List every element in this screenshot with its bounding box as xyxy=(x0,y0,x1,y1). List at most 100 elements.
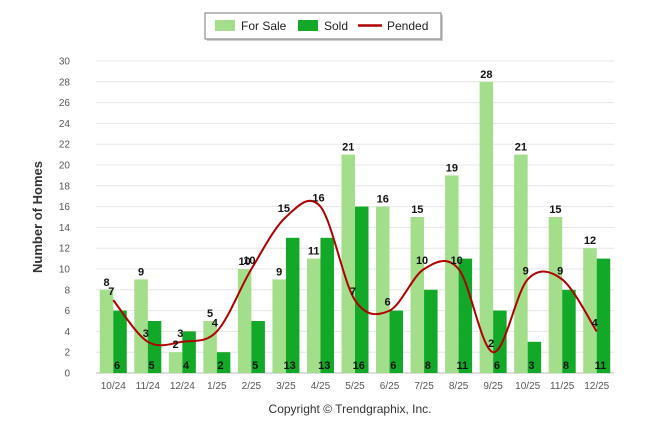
label-for-sale-12-24: 2 xyxy=(173,339,179,351)
label-sold-3-25: 13 xyxy=(284,360,296,372)
bar-sold-3-25 xyxy=(285,237,300,373)
x-tick-11-25: 11/25 xyxy=(550,381,575,392)
bars-group xyxy=(99,81,611,374)
legend-label-for-sale: For Sale xyxy=(241,19,287,33)
label-pended-8-25: 10 xyxy=(450,255,462,267)
label-pended-5-25: 7 xyxy=(350,286,356,298)
label-sold-11-25: 8 xyxy=(563,360,569,372)
legend-swatch-for-sale xyxy=(215,20,235,31)
label-sold-9-25: 6 xyxy=(494,360,500,372)
x-tick-3-25: 3/25 xyxy=(276,381,296,392)
y-tick-16: 16 xyxy=(59,202,71,213)
x-tick-10-24: 10/24 xyxy=(101,381,126,392)
y-tick-6: 6 xyxy=(64,306,70,317)
x-tick-4-25: 4/25 xyxy=(311,381,331,392)
bar-for-sale-11-25 xyxy=(548,217,563,373)
x-tick-12-24: 12/24 xyxy=(170,381,195,392)
label-for-sale-11-25: 15 xyxy=(549,204,561,216)
label-pended-4-25: 16 xyxy=(312,193,324,205)
bar-for-sale-11-24 xyxy=(134,279,148,373)
y-tick-20: 20 xyxy=(59,161,71,172)
y-tick-8: 8 xyxy=(64,285,70,296)
x-tick-8-25: 8/25 xyxy=(449,381,469,392)
y-tick-2: 2 xyxy=(64,348,70,359)
label-for-sale-3-25: 9 xyxy=(276,266,282,278)
bar-for-sale-2-25 xyxy=(237,269,252,373)
label-for-sale-6-25: 16 xyxy=(377,194,389,206)
bar-for-sale-10-24 xyxy=(99,289,114,373)
bar-for-sale-6-25 xyxy=(376,206,390,373)
bar-sold-7-25 xyxy=(424,289,438,373)
label-sold-10-25: 3 xyxy=(528,360,534,372)
label-pended-3-25: 15 xyxy=(278,203,290,215)
label-for-sale-10-24: 8 xyxy=(103,277,109,289)
label-for-sale-9-25: 28 xyxy=(480,69,492,81)
y-tick-0: 0 xyxy=(64,369,70,380)
bar-for-sale-10-25 xyxy=(514,154,528,373)
bar-sold-11-24 xyxy=(147,321,162,373)
x-tick-5-25: 5/25 xyxy=(345,381,365,392)
label-pended-6-25: 6 xyxy=(384,297,390,309)
x-tick-7-25: 7/25 xyxy=(414,381,434,392)
x-tick-9-25: 9/25 xyxy=(483,381,503,392)
copyright-credit: Copyright © Trendgraphix, Inc. xyxy=(269,402,432,416)
bar-for-sale-9-25 xyxy=(479,81,494,374)
label-pended-11-24: 3 xyxy=(143,328,149,340)
label-for-sale-2-25: 10 xyxy=(239,256,251,268)
legend-box xyxy=(204,12,442,40)
y-tick-4: 4 xyxy=(64,327,70,338)
label-sold-8-25: 11 xyxy=(457,360,469,372)
label-pended-10-25: 9 xyxy=(523,265,529,277)
bar-sold-12-25 xyxy=(596,258,611,373)
label-sold-12-25: 11 xyxy=(595,360,607,372)
label-sold-4-25: 13 xyxy=(318,360,330,372)
x-tick-1-25: 1/25 xyxy=(207,381,227,392)
y-tick-28: 28 xyxy=(59,77,71,88)
label-sold-11-24: 5 xyxy=(148,360,154,372)
line-group xyxy=(112,199,598,354)
bar-sold-4-25 xyxy=(320,237,334,373)
legend-swatch-sold xyxy=(298,20,318,31)
label-sold-5-25: 16 xyxy=(353,360,365,372)
bar-sold-10-24 xyxy=(113,310,127,373)
x-tick-12-25: 12/25 xyxy=(584,381,609,392)
bar-for-sale-8-25 xyxy=(445,175,459,373)
y-tick-22: 22 xyxy=(59,140,71,151)
label-sold-10-24: 6 xyxy=(114,360,120,372)
label-pended-1-25: 4 xyxy=(212,317,219,329)
bar-for-sale-12-25 xyxy=(583,248,597,373)
legend-label-pended: Pended xyxy=(387,19,428,33)
label-sold-6-25: 6 xyxy=(390,360,396,372)
label-for-sale-8-25: 19 xyxy=(446,162,458,174)
label-for-sale-4-25: 11 xyxy=(308,246,320,258)
label-sold-1-25: 2 xyxy=(218,360,224,372)
label-pended-11-25: 9 xyxy=(557,265,563,277)
y-tick-14: 14 xyxy=(59,223,71,234)
bar-sold-9-25 xyxy=(493,310,507,373)
legend-label-sold: Sold xyxy=(324,19,348,33)
label-sold-2-25: 5 xyxy=(252,360,258,372)
y-tick-30: 30 xyxy=(59,57,71,68)
y-tick-18: 18 xyxy=(59,181,71,192)
bar-sold-5-25 xyxy=(355,206,369,373)
bar-sold-1-25 xyxy=(216,352,231,373)
label-sold-12-24: 4 xyxy=(183,360,190,372)
bar-sold-11-25 xyxy=(562,289,576,373)
y-tick-10: 10 xyxy=(59,265,71,276)
label-for-sale-11-24: 9 xyxy=(138,266,144,278)
label-pended-2-25: 10 xyxy=(243,255,255,267)
x-tick-2-25: 2/25 xyxy=(242,381,262,392)
bar-sold-6-25 xyxy=(389,310,404,373)
label-sold-7-25: 8 xyxy=(425,360,431,372)
label-pended-10-24: 7 xyxy=(108,286,114,298)
bar-sold-8-25 xyxy=(458,258,473,373)
bar-sold-2-25 xyxy=(251,321,265,373)
label-for-sale-7-25: 15 xyxy=(411,204,423,216)
legend: For Sale Sold Pended xyxy=(204,12,443,41)
y-axis-title: Number of Homes xyxy=(30,161,45,273)
pended-line xyxy=(112,199,598,354)
x-tick-6-25: 6/25 xyxy=(380,381,400,392)
